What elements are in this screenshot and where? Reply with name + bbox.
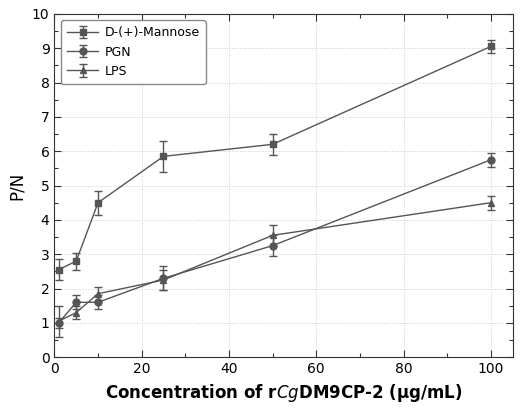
- Legend: D-(+)-Mannose, PGN, LPS: D-(+)-Mannose, PGN, LPS: [60, 20, 206, 84]
- X-axis label: Concentration of r$\it{Cg}$DM9CP-2 (μg/mL): Concentration of r$\it{Cg}$DM9CP-2 (μg/m…: [105, 382, 462, 404]
- Y-axis label: P/N: P/N: [8, 171, 27, 200]
